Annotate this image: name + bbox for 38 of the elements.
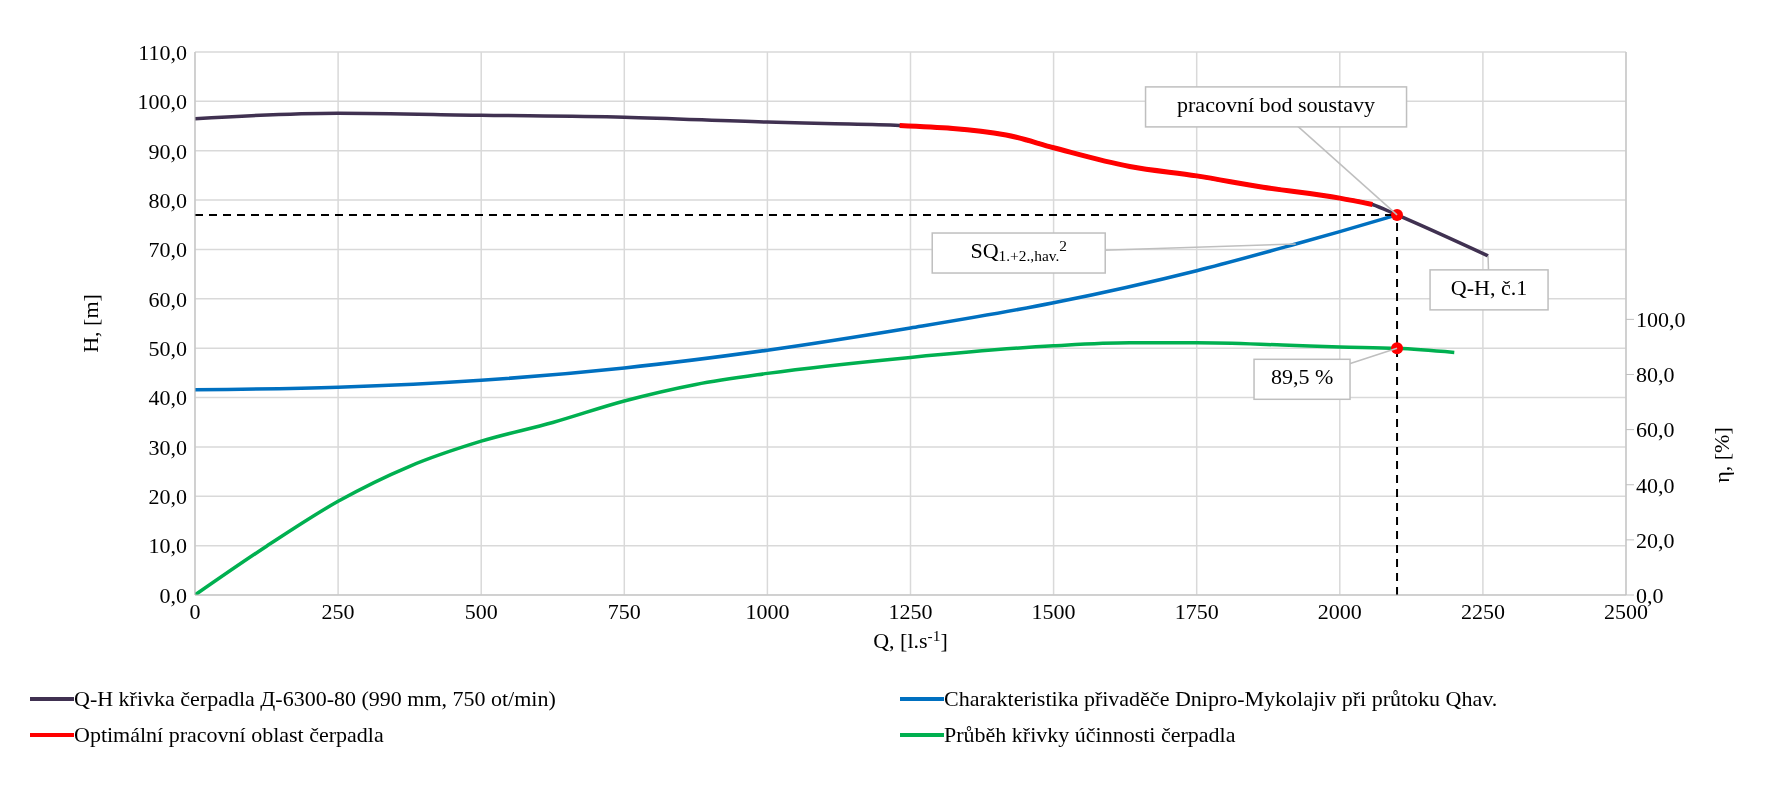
y2-axis-title: η, [%] xyxy=(1709,427,1735,483)
y-tick-label: 80,0 xyxy=(148,187,187,213)
y2-tick-label: 80,0 xyxy=(1636,362,1675,388)
x-tick-label: 1500 xyxy=(1031,598,1076,624)
y-tick-label: 10,0 xyxy=(148,533,187,559)
y-tick-label: 90,0 xyxy=(148,138,187,164)
legend-label: Průběh křivky účinnosti čerpadla xyxy=(944,722,1236,748)
x-axis-title: Q, [l.s$^{-1}$] xyxy=(873,626,948,654)
legend-label: Optimální pracovní oblast čerpadla xyxy=(74,722,384,748)
y2-tick-label: 40,0 xyxy=(1636,472,1675,498)
y2-tick-label: 60,0 xyxy=(1636,417,1675,443)
x-tick-label: 2000 xyxy=(1317,598,1362,624)
legend-label: Charakteristika přivaděče Dnipro-Mykolajiv při průtoku Qhav. xyxy=(944,686,1498,712)
x-tick-label: 1750 xyxy=(1174,598,1219,624)
x-tick-label: 0 xyxy=(189,598,201,624)
x-tick-label: 500 xyxy=(464,598,498,624)
y2-tick-label: 20,0 xyxy=(1636,527,1675,553)
y-tick-label: 70,0 xyxy=(148,237,187,263)
annotation: Q-H, č.1 xyxy=(1450,274,1528,300)
y-tick-label: 110,0 xyxy=(138,39,187,65)
y2-tick-label: 100,0 xyxy=(1636,307,1686,333)
data-label: 89,5 % xyxy=(1270,364,1334,390)
x-tick-label: 1250 xyxy=(888,598,933,624)
line-series xyxy=(195,341,1457,595)
x-tick-label: 250 xyxy=(321,598,355,624)
y-tick-label: 0,0 xyxy=(159,582,187,608)
y-axis-title: H, [m] xyxy=(78,294,104,353)
legend-label: Q-H křivka čerpadla Д-6300-80 (990 mm, 750 ot/min) xyxy=(74,686,556,712)
x-tick-label: 750 xyxy=(607,598,641,624)
x-tick-label: 2250 xyxy=(1460,598,1505,624)
y-tick-label: 30,0 xyxy=(148,434,187,460)
x-tick-label: 1000 xyxy=(745,598,790,624)
y-tick-label: 50,0 xyxy=(148,335,187,361)
y-tick-label: 40,0 xyxy=(148,385,187,411)
y-tick-label: 20,0 xyxy=(148,484,187,510)
y-tick-label: 100,0 xyxy=(137,89,187,115)
annotation: pracovní bod soustavy xyxy=(1177,91,1376,117)
y-tick-label: 60,0 xyxy=(148,286,187,312)
